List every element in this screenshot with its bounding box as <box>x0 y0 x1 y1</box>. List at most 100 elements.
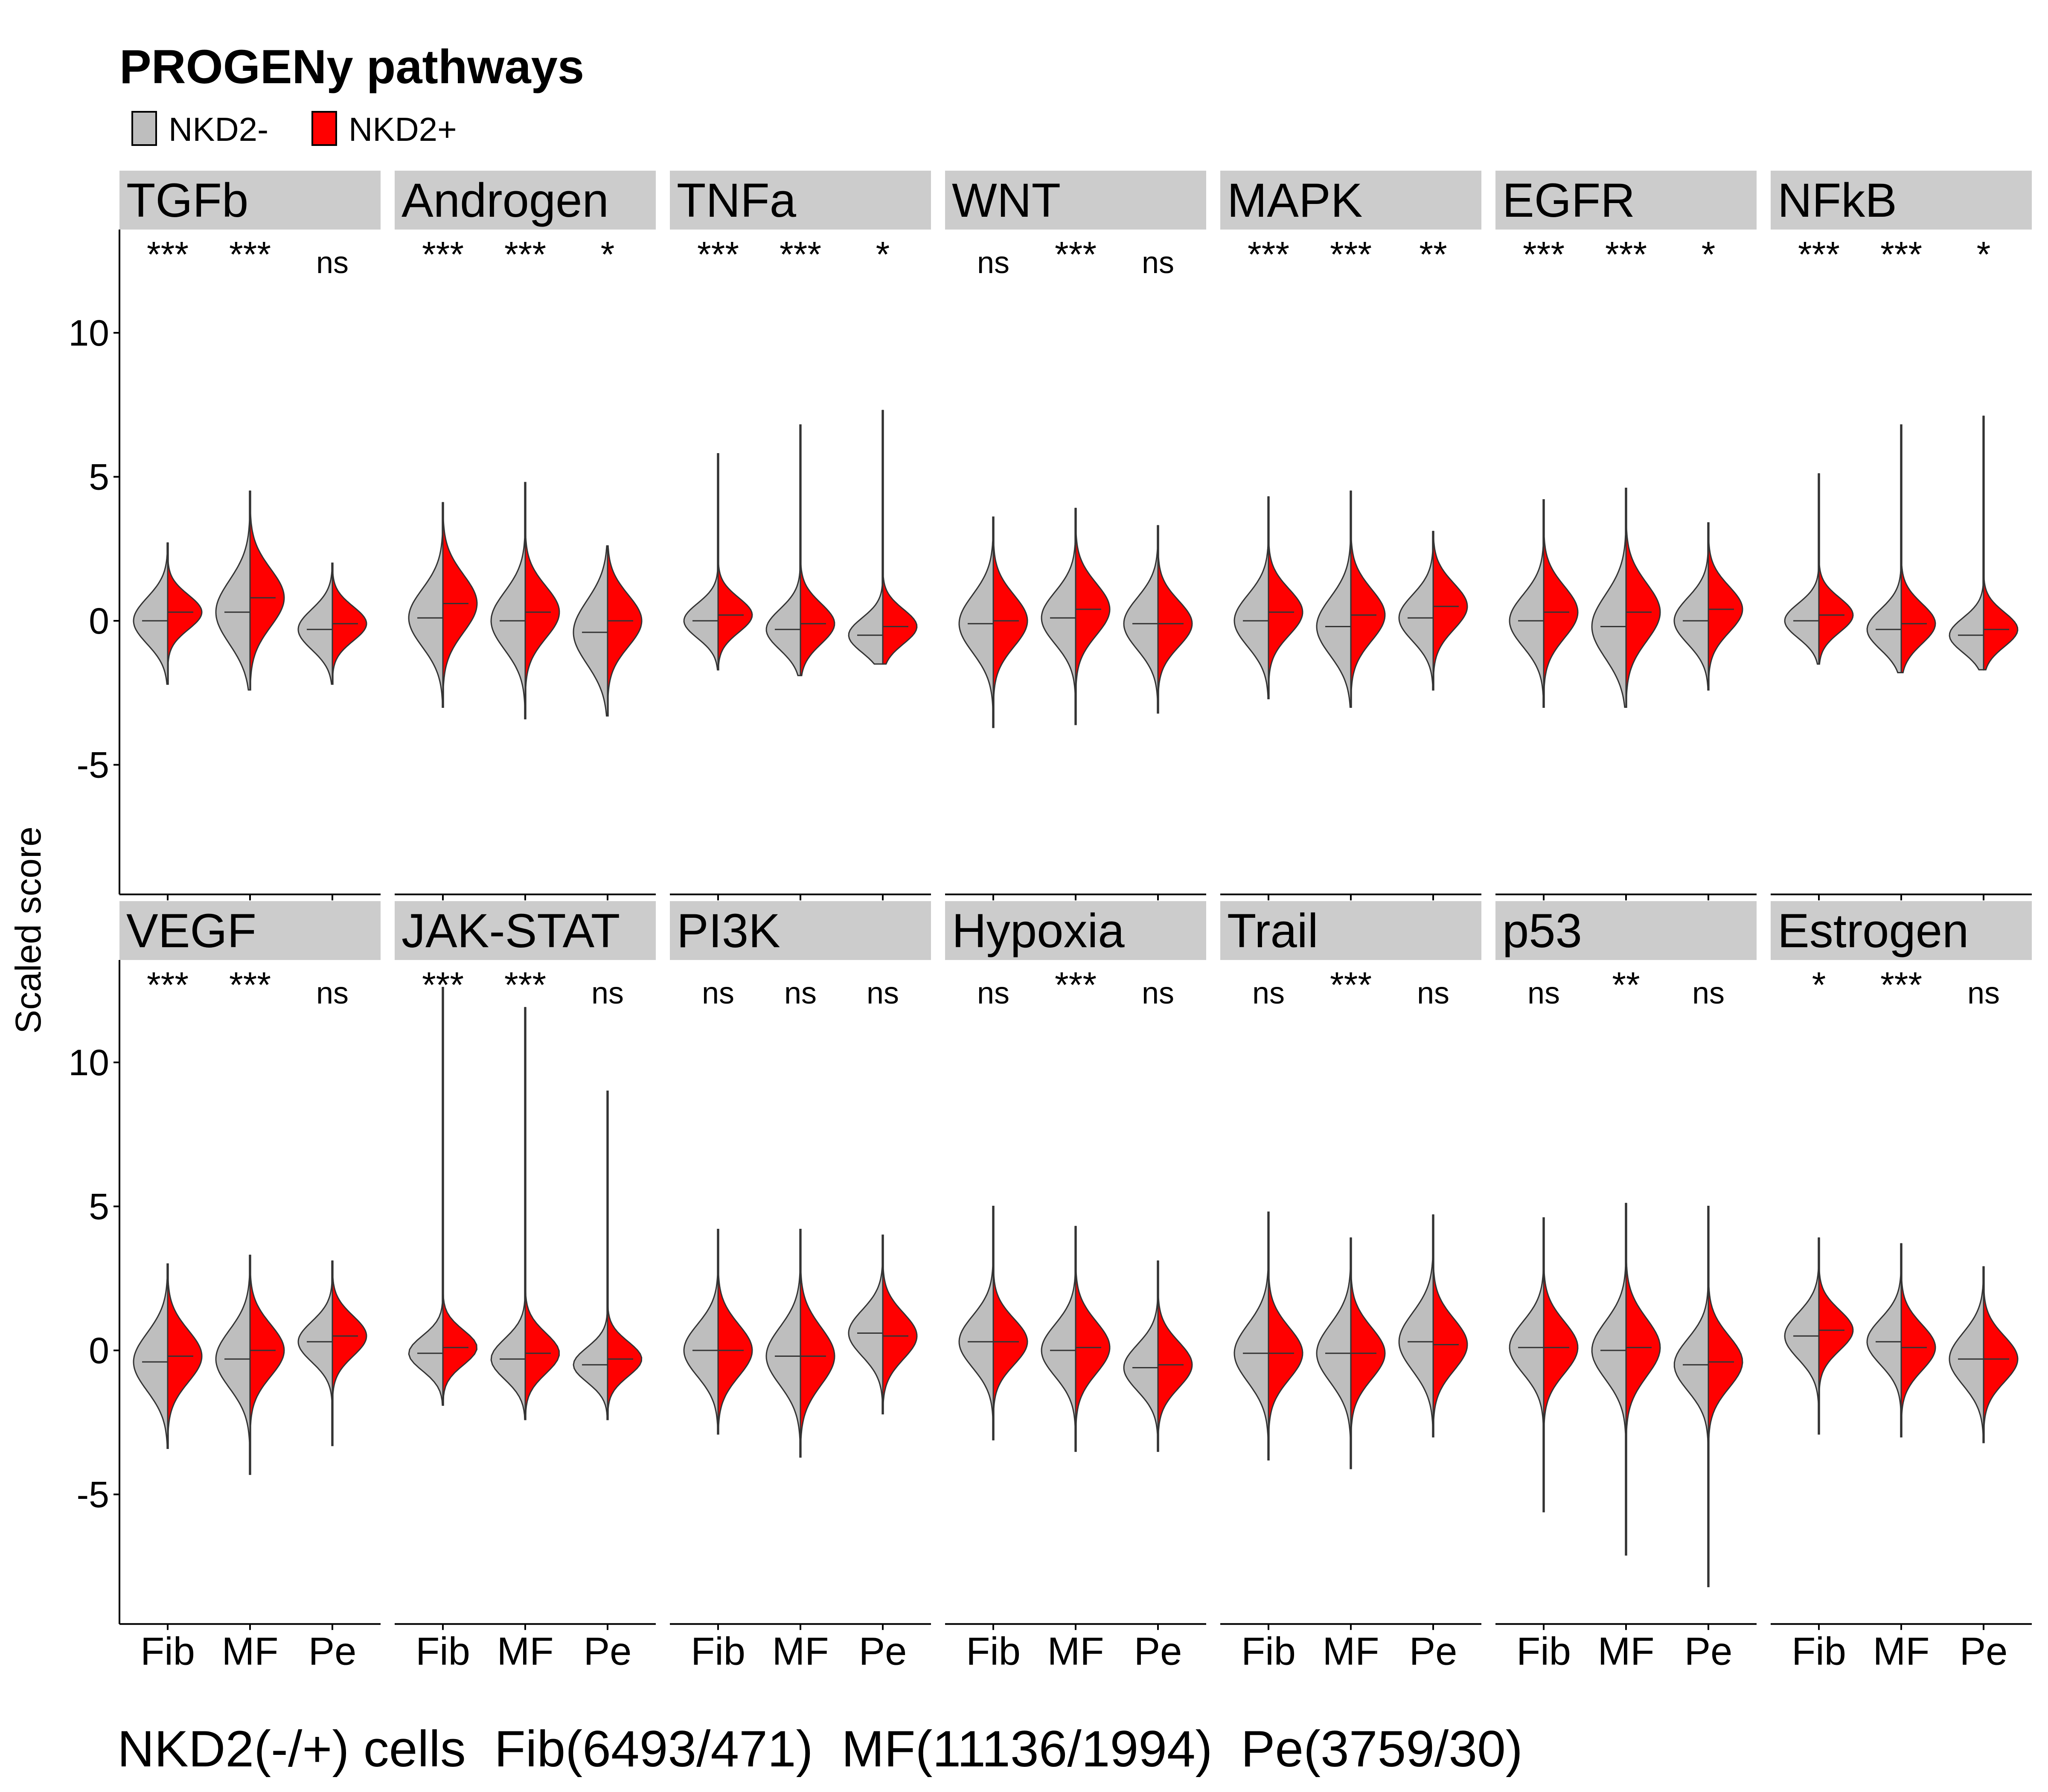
violin-half-nkd2- <box>297 562 333 685</box>
panel-strip-egfr <box>1495 171 1757 230</box>
violin-half-nkd2- <box>765 1229 801 1458</box>
significance-label: *** <box>422 965 464 1005</box>
legend-label-nkd2-pos: NKD2+ <box>349 111 457 148</box>
violin-half-nkd2- <box>683 453 719 671</box>
significance-label: ns <box>977 246 1009 280</box>
violin-half-nkd2- <box>524 1007 560 1420</box>
violin-half-nkd2- <box>1041 508 1076 725</box>
y-tick-label: 5 <box>89 1187 109 1228</box>
x-tick-label: MF <box>497 1629 554 1673</box>
violin-half-nkd2- <box>1983 416 2019 671</box>
panel-strip-pi3k <box>670 901 931 960</box>
panel-strip-hypoxia <box>945 901 1206 960</box>
violin-half-nkd2- <box>1543 499 1579 708</box>
significance-label: *** <box>147 234 189 274</box>
y-tick-label: -5 <box>77 745 109 786</box>
panel-title-hypoxia: Hypoxia <box>952 904 1125 957</box>
x-tick-label: Pe <box>1960 1629 2008 1673</box>
violin-half-nkd2- <box>249 490 285 691</box>
panel-strip-wnt <box>945 171 1206 230</box>
legend-label-nkd2-neg: NKD2- <box>169 111 268 148</box>
x-tick-label: MF <box>1047 1629 1104 1673</box>
x-tick-label: MF <box>1323 1629 1379 1673</box>
violin-half-nkd2- <box>958 516 994 728</box>
violin-half-nkd2- <box>607 1091 643 1420</box>
x-tick-label: Fib <box>1792 1629 1846 1673</box>
violin-half-nkd2- <box>1784 473 1820 665</box>
violin-half-nkd2- <box>1983 1266 2019 1443</box>
violin-half-nkd2- <box>490 482 526 719</box>
violin-half-nkd2- <box>800 1229 835 1458</box>
violin-half-nkd2- <box>1625 1203 1661 1556</box>
panel-title-androgen: Androgen <box>401 174 609 227</box>
chart-header: PROGENy pathways NKD2- NKD2+ <box>119 40 584 148</box>
violin-half-nkd2- <box>1708 522 1743 691</box>
violin-half-nkd2- <box>765 424 801 676</box>
violin-half-nkd2- <box>607 545 643 717</box>
significance-label: *** <box>697 234 739 274</box>
significance-label: ns <box>977 976 1009 1010</box>
significance-label: *** <box>1330 234 1372 274</box>
x-tick-label: Fib <box>691 1629 745 1673</box>
panel-title-egfr: EGFR <box>1502 174 1635 227</box>
violin-half-nkd2- <box>1432 1214 1468 1437</box>
panel-egfr: EGFR***Fib***MF*Pe <box>1495 171 1757 943</box>
significance-label: *** <box>1055 965 1097 1005</box>
y-tick-label: 0 <box>89 601 109 642</box>
x-axis-caption: NKD2(-/+) cells Fib(6493/471) MF(11136/1… <box>117 1720 1523 1777</box>
panel-title-tgfb: TGFb <box>126 174 248 227</box>
violin-half-nkd2- <box>332 1260 367 1446</box>
significance-label: ns <box>1967 976 2000 1010</box>
violin-half-nkd2- <box>133 1263 169 1449</box>
panel-title-tnfa: TNFa <box>677 174 797 227</box>
violin-half-nkd2- <box>1543 1217 1579 1513</box>
violin-half-nkd2- <box>1866 1243 1902 1437</box>
significance-label: *** <box>504 965 546 1005</box>
panel-strip-tgfb <box>119 171 381 230</box>
y-tick-label: 0 <box>89 1330 109 1371</box>
significance-label: ns <box>702 976 734 1010</box>
violin-half-nkd2- <box>1233 1211 1269 1460</box>
violin-half-nkd2- <box>215 1254 251 1475</box>
violin-half-nkd2- <box>1625 488 1661 708</box>
violin-half-nkd2- <box>167 542 203 685</box>
x-tick-label: Pe <box>859 1629 907 1673</box>
violin-half-nkd2- <box>249 1254 285 1475</box>
panel-title-trail: Trail <box>1227 904 1318 957</box>
violin-half-nkd2- <box>133 542 169 685</box>
violin-half-nkd2- <box>1268 1211 1303 1460</box>
x-tick-label: Pe <box>1684 1629 1733 1673</box>
significance-label: ns <box>1252 976 1285 1010</box>
x-tick-label: MF <box>772 1629 829 1673</box>
violin-half-nkd2- <box>297 1260 333 1446</box>
significance-label: ns <box>1142 976 1174 1010</box>
significance-label: ns <box>591 976 624 1010</box>
panel-nfkb: NFkB***Fib***MF*Pe <box>1771 171 2032 943</box>
significance-label: * <box>876 234 890 274</box>
significance-label: * <box>1977 234 1991 274</box>
panel-title-jak-stat: JAK-STAT <box>401 904 620 957</box>
x-tick-label: Fib <box>1516 1629 1571 1673</box>
violin-half-nkd2- <box>1708 1206 1743 1587</box>
violin-half-nkd2- <box>215 490 251 691</box>
violin-half-nkd2- <box>1900 424 1936 673</box>
panel-strip-nfkb <box>1771 171 2032 230</box>
violin-half-nkd2- <box>408 987 444 1406</box>
violin-half-nkd2- <box>442 502 478 708</box>
panel-strip-p53 <box>1495 901 1757 960</box>
violin-half-nkd2- <box>1123 1260 1159 1452</box>
chart-title: PROGENy pathways <box>119 40 584 93</box>
y-tick-label: 5 <box>89 457 109 498</box>
significance-label: *** <box>147 965 189 1005</box>
x-tick-label: Pe <box>584 1629 632 1673</box>
panel-p53: p53 ns Fib ** MF ns Pe <box>1495 901 1757 1673</box>
significance-label: *** <box>1880 965 1922 1005</box>
violin-half-nkd2- <box>490 1007 526 1420</box>
violin-half-nkd2- <box>1268 496 1303 699</box>
x-tick-label: MF <box>222 1629 279 1673</box>
panel-strip-jak-stat <box>395 901 656 960</box>
panel-title-nfkb: NFkB <box>1777 174 1897 227</box>
significance-label: *** <box>229 234 271 274</box>
violin-half-nkd2- <box>1591 1203 1627 1556</box>
